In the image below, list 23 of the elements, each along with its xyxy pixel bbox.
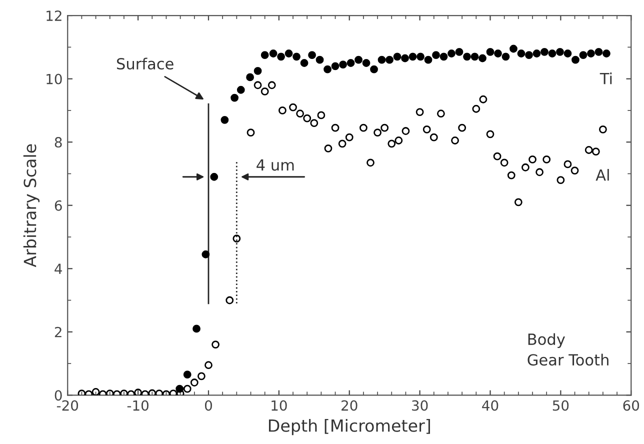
x-tick-label: 60 [623,400,640,411]
x-tick-label: 10 [272,400,287,411]
y-tick-label: 8 [54,137,62,148]
x-tick-label: -10 [127,400,148,411]
annotation: Body Gear Tooth [528,333,608,366]
y-tick-label: 10 [46,74,62,84]
x-tick-label: 30 [412,400,428,411]
x-tick-label: 50 [552,400,569,411]
y-axis-title: Arbitrary Scale [23,144,40,268]
x-tick-label: 0 [204,400,212,411]
y-tick-label: 12 [46,10,62,21]
ref-line-label: Surface [117,58,174,70]
series-label: Al [596,168,609,181]
x-tick-label: -20 [56,400,78,411]
series-label: Ti [600,72,612,84]
annotation: 4 um [256,159,294,171]
y-tick-label: 2 [54,326,62,338]
x-axis-title: Depth [Micrometer] [268,419,430,436]
y-tick-label: 6 [54,200,62,211]
x-tick-label: 40 [482,400,498,411]
x-tick-label: 20 [342,400,358,411]
y-tick-label: 0 [54,390,62,401]
y-tick-label: 4 [54,264,62,274]
